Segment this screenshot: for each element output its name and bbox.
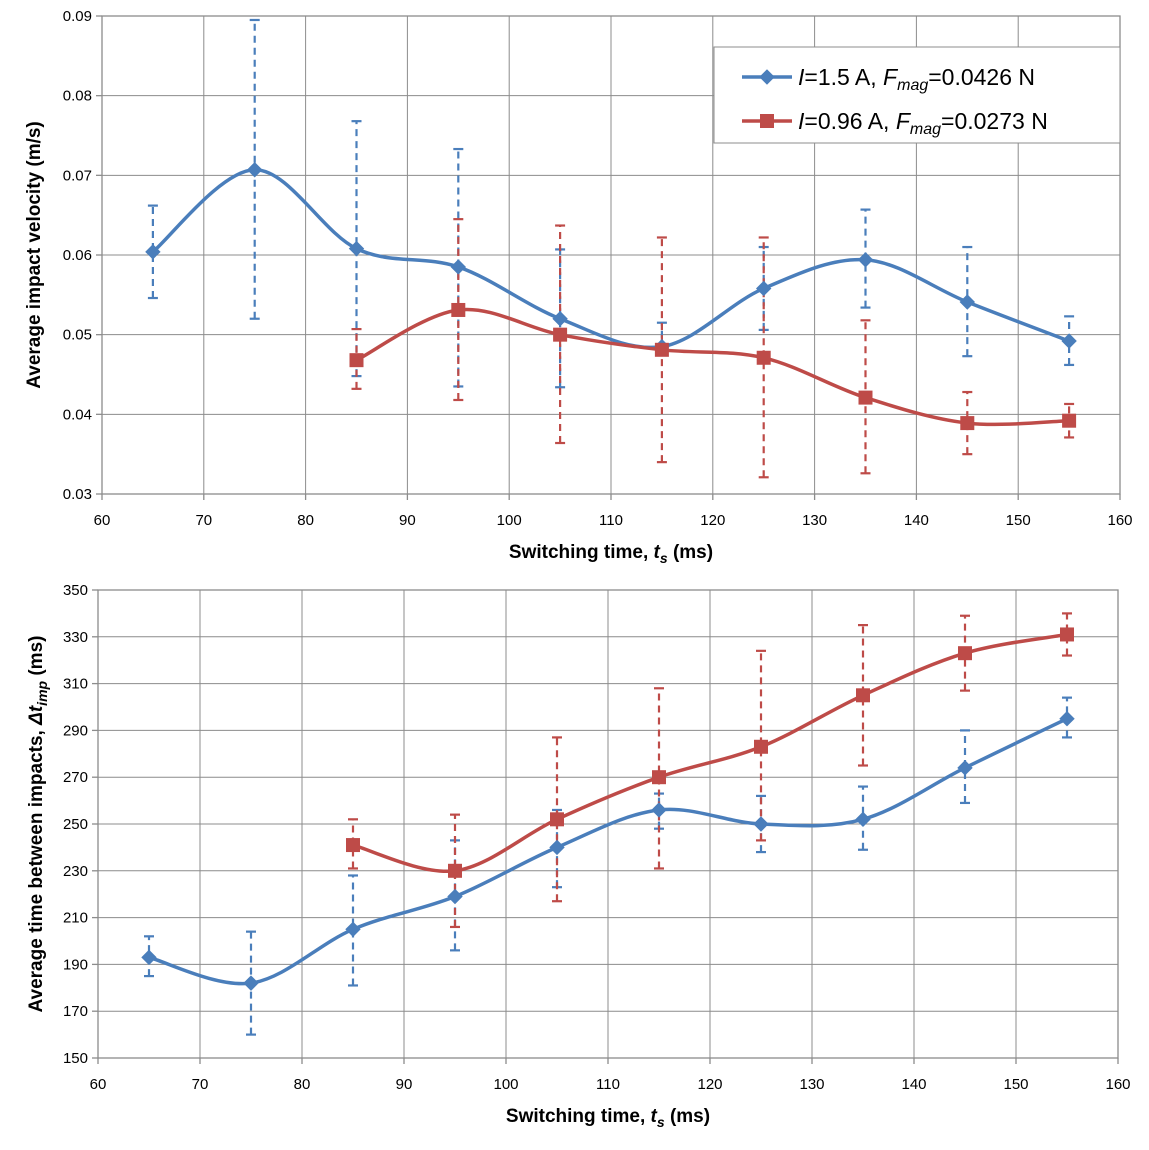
data-point [450,259,467,275]
y-tick-label: 150 [63,1050,88,1067]
x-tick-label: 110 [596,1076,620,1093]
y-axis-label: Average time between impacts, Δtimp (ms) [26,636,50,1013]
x-tick-label: 110 [599,512,623,529]
chart-1: 60 70 80 90 100 110 120 130 140 150 160 0.03 0.04 0.0… [24,8,1133,566]
y-tick-label: 0.07 [63,167,92,184]
x-tick-label: 160 [1105,1076,1130,1093]
series-line [148,717,1068,986]
data-point [654,342,669,357]
y-tick-label: 0.08 [63,88,92,105]
x-tick-label: 130 [802,512,827,529]
x-axis-label: Switching time, ts (ms) [509,542,713,566]
legend-box [713,46,1121,144]
y-tick-label: 0.05 [63,327,92,344]
x-tick-label: 80 [297,512,314,529]
data-point [346,838,360,853]
y-tick-label: 250 [63,816,88,833]
data-point [652,770,666,785]
data-point [550,812,564,827]
data-point [958,646,972,661]
data-point [756,350,771,365]
x-tick-label: 70 [192,1076,209,1093]
y-axis-label: Average impact velocity (m/s) [24,121,45,389]
data-point [552,311,568,327]
x-tick-label: 70 [195,512,212,529]
x-tick-label: 120 [697,1076,722,1093]
legend-marker [759,69,775,85]
data-point [960,416,975,431]
x-tick-label: 150 [1003,1076,1028,1093]
data-point [549,839,565,856]
x-tick-label: 80 [294,1076,311,1093]
y-tick-label: 0.06 [63,247,92,264]
legend-label: I=0.96 A, Fmag=0.0273 N [798,108,1048,138]
y-tick-label: 330 [63,629,88,646]
x-tick-label: 130 [799,1076,824,1093]
data-point [856,688,870,703]
x-tick-label: 90 [399,512,416,529]
x-tick-label: 60 [90,1076,107,1093]
data-point [855,811,871,828]
data-point [1059,710,1075,727]
x-tick-label: 60 [94,512,111,529]
data-point [858,390,873,405]
data-point [451,302,466,317]
x-tick-label: 160 [1107,512,1132,529]
data-point [959,294,976,310]
x-tick-label: 100 [493,1076,518,1093]
data-point [348,240,365,257]
data-point [345,921,361,938]
data-point [1062,413,1077,428]
y-tick-label: 0.03 [63,486,92,503]
x-tick-label: 140 [904,512,929,529]
y-tick-label: 310 [63,676,88,693]
data-point [755,280,772,297]
y-tick-label: 210 [63,910,88,927]
y-tick-label: 0.09 [63,8,92,25]
data-point [145,244,161,260]
data-point [246,162,263,178]
y-tick-label: 290 [63,722,88,739]
data-point [447,888,463,905]
data-point [448,863,462,878]
x-tick-label: 100 [497,512,522,529]
data-point [754,739,768,754]
data-point [1060,627,1074,642]
x-tick-label: 90 [396,1076,413,1093]
y-tick-label: 230 [63,863,88,880]
data-point [553,327,568,342]
y-tick-label: 350 [63,582,88,599]
y-tick-label: 170 [63,1003,88,1020]
x-axis-label: Switching time, ts (ms) [506,1106,710,1130]
series-line [355,307,1070,427]
series-line [151,168,1070,350]
legend-label: I=1.5 A, Fmag=0.0426 N [798,64,1035,94]
series-line [352,632,1068,874]
data-point [349,353,364,368]
data-point [857,252,874,268]
legend-marker [760,114,774,128]
x-tick-label: 120 [700,512,725,529]
data-point [243,975,259,991]
data-point [141,949,157,966]
data-point [957,760,973,776]
data-point [753,816,769,832]
y-tick-label: 0.04 [63,406,92,423]
y-tick-label: 190 [63,956,88,973]
data-point [651,802,667,818]
x-tick-label: 140 [901,1076,926,1093]
y-tick-label: 270 [63,769,88,786]
chart-2: 60 70 80 90 100 110 120 130 140 150 160 150 170 190 21… [26,582,1131,1130]
x-tick-label: 150 [1006,512,1031,529]
data-point [1061,333,1077,349]
